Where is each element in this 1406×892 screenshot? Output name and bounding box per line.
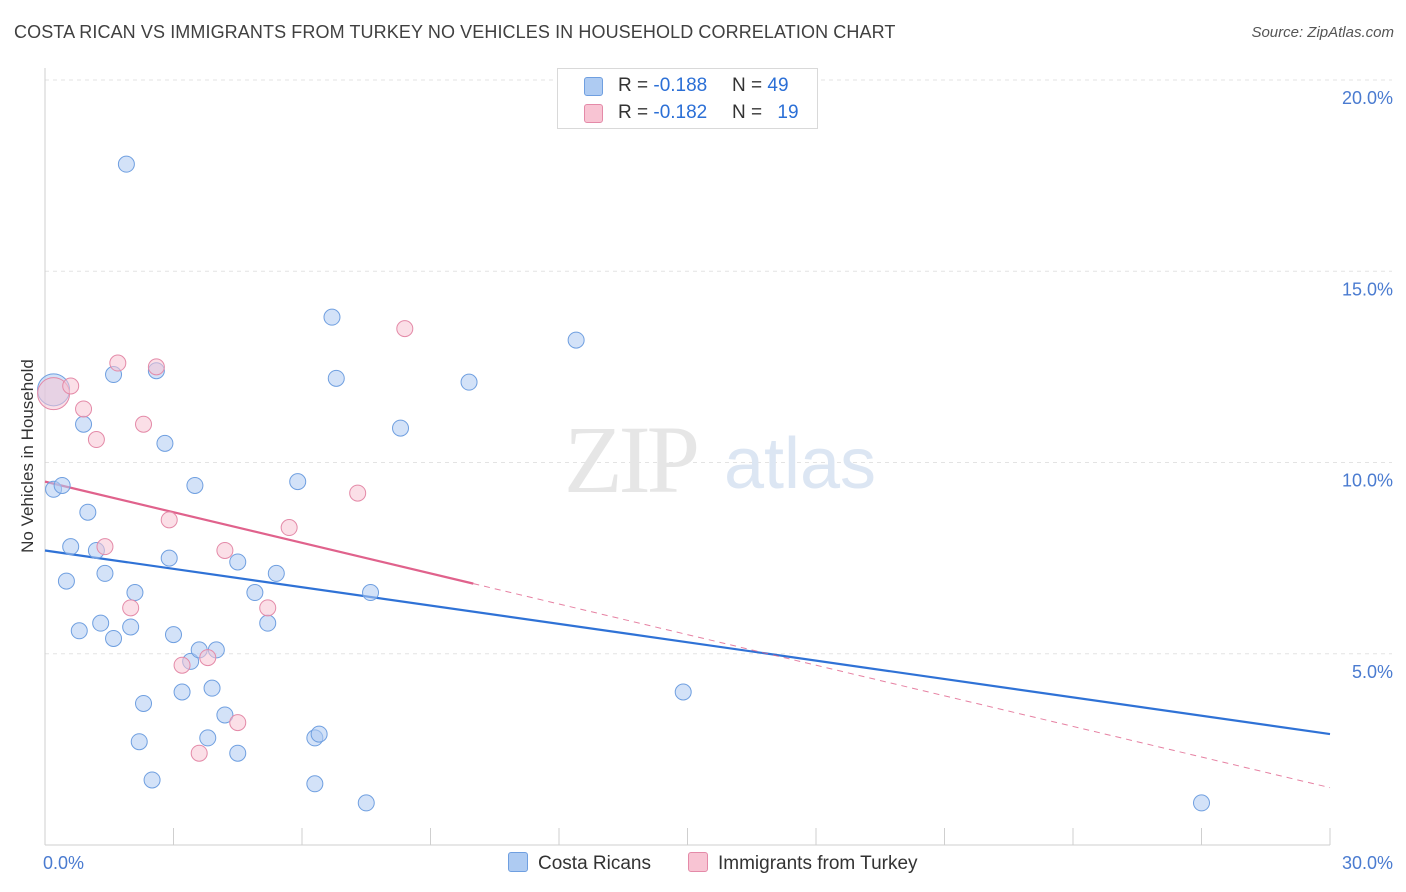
point-costa-ricans: [327, 369, 345, 387]
bottom-legend-label: Immigrants from Turkey: [718, 853, 918, 874]
point-costa-ricans: [323, 308, 341, 326]
correlation-legend: R = -0.188 N = 49 R = -0.182 N = 19: [557, 68, 818, 129]
point-costa-ricans: [357, 794, 375, 812]
point-costa-ricans: [186, 476, 204, 494]
point-costa-ricans: [126, 584, 144, 602]
point-immigrants-turkey: [396, 320, 414, 338]
point-costa-ricans: [122, 618, 140, 636]
watermark-atlas: atlas: [724, 424, 876, 504]
point-costa-ricans: [267, 564, 285, 582]
legend-swatch-immigrants-turkey: [584, 104, 603, 123]
point-costa-ricans: [674, 683, 692, 701]
x-tick-label: 30.0%: [1342, 853, 1393, 873]
y-tick-label: 5.0%: [1352, 662, 1393, 682]
point-costa-ricans: [143, 771, 161, 789]
y-tick-label: 20.0%: [1342, 88, 1393, 108]
point-costa-ricans: [62, 538, 80, 556]
legend-r-label: R = -0.188: [618, 75, 708, 96]
bottom-legend-immigrants-turkey: Immigrants from Turkey: [688, 852, 918, 875]
point-immigrants-turkey: [349, 484, 367, 502]
legend-n-label: N = 19: [732, 102, 799, 123]
point-costa-ricans: [53, 476, 71, 494]
point-immigrants-turkey: [75, 400, 93, 418]
point-immigrants-turkey: [199, 649, 217, 667]
point-costa-ricans: [199, 729, 217, 747]
point-immigrants-turkey: [259, 599, 277, 617]
point-immigrants-turkey: [173, 656, 191, 674]
point-costa-ricans: [306, 775, 324, 793]
point-immigrants-turkey: [229, 714, 247, 732]
data-points: [37, 155, 1210, 812]
point-immigrants-turkey: [216, 541, 234, 559]
point-immigrants-turkey: [147, 358, 165, 376]
point-immigrants-turkey: [96, 538, 114, 556]
point-costa-ricans: [92, 614, 110, 632]
watermark: ZIP atlas: [564, 406, 876, 513]
legend-r-label: R = -0.182: [618, 102, 708, 123]
point-costa-ricans: [173, 683, 191, 701]
point-costa-ricans: [216, 706, 234, 724]
watermark-zip: ZIP: [564, 406, 697, 513]
legend-row-costa-ricans: R = -0.188 N = 49: [558, 74, 817, 100]
point-immigrants-turkey: [190, 744, 208, 762]
point-immigrants-turkey: [135, 415, 153, 433]
point-costa-ricans: [96, 564, 114, 582]
point-immigrants-turkey: [280, 519, 298, 537]
y-tick-label: 10.0%: [1342, 471, 1393, 491]
point-immigrants-turkey: [122, 599, 140, 617]
point-costa-ricans: [70, 622, 88, 640]
point-costa-ricans: [156, 434, 174, 452]
point-costa-ricans: [117, 155, 135, 173]
point-costa-ricans: [567, 331, 585, 349]
point-costa-ricans: [79, 503, 97, 521]
point-costa-ricans: [259, 614, 277, 632]
axis-ticks: 5.0% 10.0% 15.0% 20.0% 0.0% 30.0%: [43, 88, 1393, 873]
x-tick-label: 0.0%: [43, 853, 84, 873]
bottom-legend-swatch-costa-ricans: [508, 852, 528, 872]
point-costa-ricans: [57, 572, 75, 590]
grid-lines: [45, 79, 1392, 655]
point-costa-ricans: [160, 549, 178, 567]
point-costa-ricans: [135, 694, 153, 712]
point-costa-ricans: [229, 744, 247, 762]
point-costa-ricans: [310, 725, 328, 743]
trend-lines: [44, 480, 1331, 789]
trend-line-immigrants-turkey-extension: [473, 583, 1331, 789]
point-costa-ricans: [75, 415, 93, 433]
point-costa-ricans: [105, 629, 123, 647]
point-costa-ricans: [289, 473, 307, 491]
point-costa-ricans: [165, 626, 182, 644]
legend-swatch-costa-ricans: [584, 77, 603, 96]
y-tick-label: 15.0%: [1342, 279, 1393, 299]
point-costa-ricans: [1193, 794, 1210, 812]
bottom-legend-label: Costa Ricans: [538, 853, 651, 874]
bottom-legend-swatch-immigrants-turkey: [688, 852, 708, 872]
trend-line-immigrants-turkey: [44, 480, 474, 585]
chart-title: COSTA RICAN VS IMMIGRANTS FROM TURKEY NO…: [14, 22, 896, 42]
point-costa-ricans: [392, 419, 410, 437]
point-costa-ricans: [229, 553, 247, 571]
point-immigrants-turkey: [62, 377, 80, 395]
bottom-legend-costa-ricans: Costa Ricans: [508, 852, 651, 875]
point-immigrants-turkey: [109, 354, 127, 372]
point-costa-ricans: [130, 733, 148, 751]
point-costa-ricans: [362, 584, 380, 602]
point-costa-ricans: [460, 373, 478, 391]
point-costa-ricans: [246, 584, 264, 602]
point-immigrants-turkey: [160, 511, 178, 529]
source-label: Source: ZipAtlas.com: [1251, 24, 1394, 41]
trend-line-costa-ricans: [44, 549, 1331, 736]
legend-row-immigrants-turkey: R = -0.182 N = 19: [558, 101, 817, 127]
legend-n-label: N = 49: [732, 75, 789, 96]
point-costa-ricans: [203, 679, 221, 697]
point-immigrants-turkey: [87, 431, 105, 449]
